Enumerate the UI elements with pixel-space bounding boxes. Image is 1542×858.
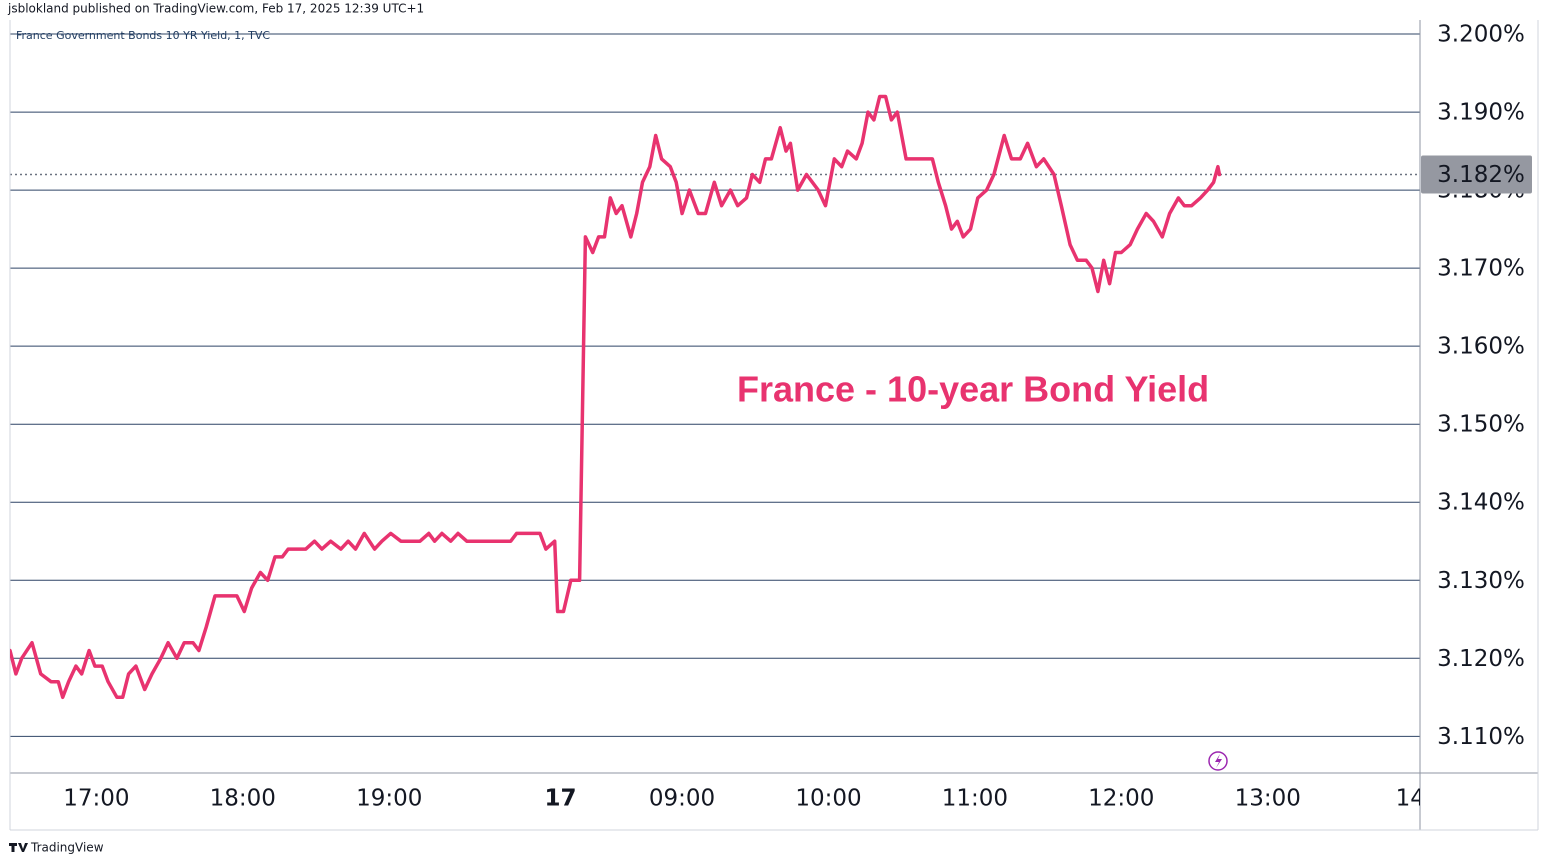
series-layer (10, 94, 1222, 700)
x-tick-label: 13:00 (1235, 786, 1301, 812)
y-tick-label: 3.140% (1437, 490, 1525, 516)
y-tick-label: 3.110% (1437, 724, 1525, 750)
y-tick-label: 3.170% (1437, 256, 1525, 282)
x-tick-label: 18:00 (210, 786, 276, 812)
y-tick-label: 3.200% (1437, 22, 1525, 48)
yield-line (10, 94, 1222, 700)
y-tick-label: 3.160% (1437, 334, 1525, 360)
x-tick-label: 09:00 (649, 786, 715, 812)
last-price-label: 3.182% (1437, 162, 1525, 188)
y-tick-label: 3.150% (1437, 412, 1525, 438)
last-price-box (1421, 155, 1532, 194)
grid (10, 33, 1420, 737)
x-tick-label: 11:00 (942, 786, 1008, 812)
annotation: France - 10-year Bond Yield (737, 369, 1209, 410)
x-tick-label: 14: (1396, 786, 1433, 812)
x-tick-label: 17 (545, 786, 577, 812)
brand-name: TradingView (30, 841, 104, 855)
replay-icon (1208, 751, 1228, 771)
brand: TradingView (9, 841, 104, 855)
x-axis: 17:00 18:00 19:00 17 09:00 10:00 11:00 12:00 13:… (63, 786, 1433, 812)
x-tick-label: 10:00 (795, 786, 861, 812)
y-tick-label: 3.120% (1437, 646, 1525, 672)
last-price: 3.182% (1421, 155, 1532, 194)
x-tick-label: 19:00 (356, 786, 422, 812)
publisher-line: jsblokland published on TradingView.com,… (7, 2, 424, 16)
symbol-legend: France Government Bonds 10 YR Yield, 1, … (16, 29, 270, 42)
x-tick-label: 17:00 (63, 786, 129, 812)
x-tick-label: 12:00 (1088, 786, 1154, 812)
y-tick-label: 3.130% (1437, 568, 1525, 594)
y-tick-label: 3.190% (1437, 100, 1525, 126)
